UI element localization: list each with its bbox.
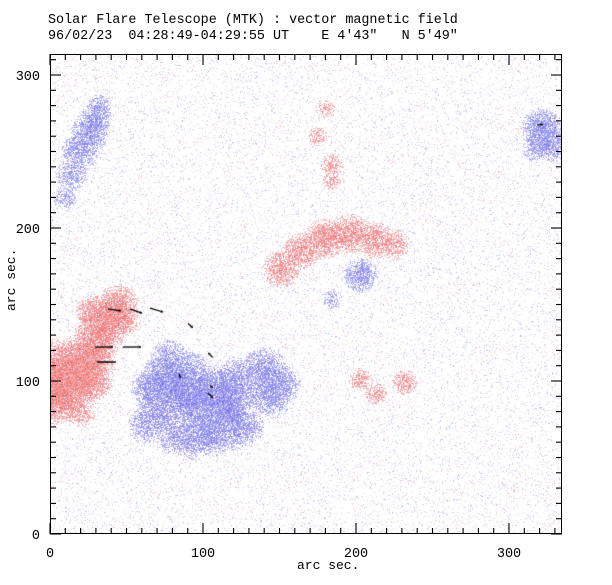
svg-text:300: 300	[16, 70, 40, 85]
svg-text:0: 0	[32, 529, 40, 544]
svg-text:300: 300	[497, 547, 521, 562]
svg-text:100: 100	[16, 376, 40, 391]
svg-text:100: 100	[191, 547, 215, 562]
svg-text:0: 0	[46, 547, 54, 562]
svg-text:200: 200	[16, 223, 40, 238]
